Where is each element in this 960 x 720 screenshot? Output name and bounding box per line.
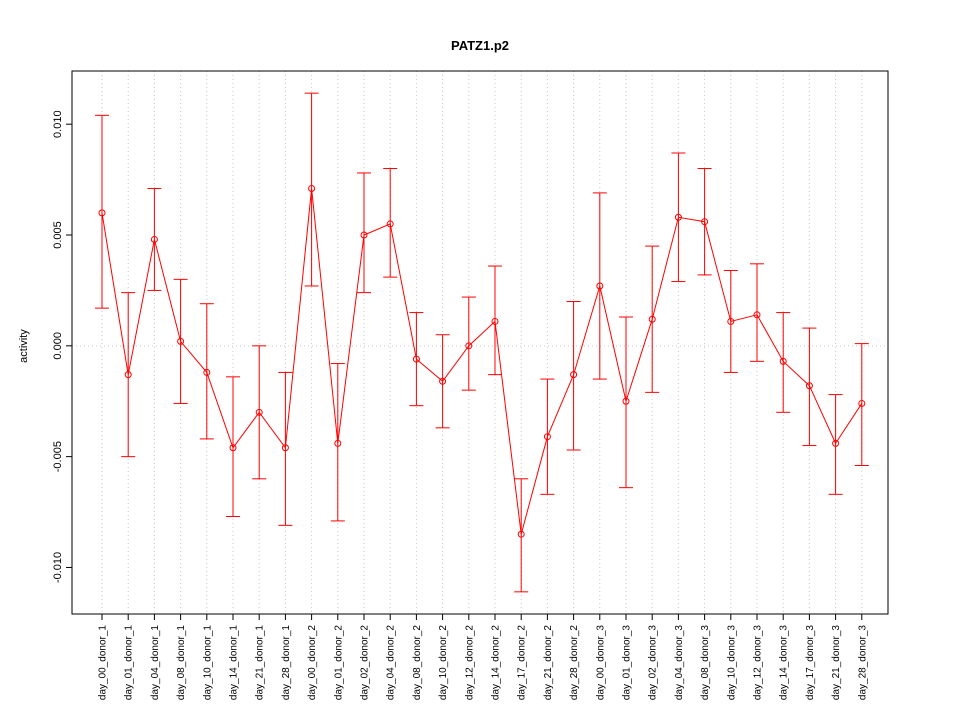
data-point [465,342,473,350]
x-tick-label: day_00_donor_2 [307,625,318,701]
data-point [570,371,578,379]
x-tick-label: day_28_donor_1 [281,625,292,701]
data-point [360,231,368,239]
x-tick-label: day_01_donor_1 [124,625,135,701]
x-tick-label: day_04_donor_2 [386,625,397,701]
data-point [753,311,761,319]
data-point [203,368,211,376]
grid-layer [72,71,888,614]
data-point [701,218,709,226]
y-axis: -0.010 -0.005 0.000 0.005 0.010 [52,110,72,583]
plot-frame [71,70,889,615]
y-tick-label: -0.005 [52,441,64,472]
x-tick-label: day_02_donor_2 [360,625,371,701]
x-tick-label: day_10_donor_3 [726,625,737,701]
data-point [674,213,682,221]
x-tick-label: day_12_donor_3 [753,625,764,701]
data-point [308,184,316,192]
data-point [255,408,263,416]
data-point [596,282,604,290]
data-point [412,355,420,363]
y-tick-label: 0.010 [52,110,64,138]
data-point [622,397,630,405]
x-tick-label: day_28_donor_3 [857,625,868,701]
data-point [648,315,656,323]
data-point [858,399,866,407]
data-point [177,337,185,345]
x-tick-label: day_12_donor_2 [464,625,475,701]
x-axis: day_00_donor_1 day_01_donor_1 day_04_donor… [98,613,868,701]
series-activity [95,92,869,593]
x-tick-label: day_21_donor_2 [543,625,554,701]
data-point [229,444,237,452]
data-point [805,382,813,390]
y-tick-label: 0.000 [52,332,64,360]
x-tick-label: day_21_donor_1 [255,625,266,701]
data-point [150,235,158,243]
x-tick-label: day_28_donor_2 [569,625,580,701]
x-tick-label: day_21_donor_3 [831,625,842,701]
data-point [727,317,735,325]
x-tick-label: day_10_donor_1 [202,625,213,701]
x-tick-label: day_01_donor_3 [622,625,633,701]
chart-title: PATZ1.p2 [451,38,509,53]
x-tick-label: day_00_donor_1 [98,625,109,701]
data-point [832,439,840,447]
x-tick-label: day_08_donor_1 [176,625,187,701]
y-axis-label: activity [18,329,30,363]
x-tick-label: day_04_donor_3 [674,625,685,701]
x-tick-label: day_08_donor_3 [700,625,711,701]
x-tick-label: day_00_donor_3 [595,625,606,701]
y-tick-label: 0.005 [52,221,64,249]
data-point [439,377,447,385]
x-tick-label: day_02_donor_3 [648,625,659,701]
data-point [491,317,499,325]
data-point [334,439,342,447]
data-point [124,371,132,379]
x-tick-label: day_17_donor_2 [517,625,528,701]
data-point [386,220,394,228]
y-tick-label: -0.010 [52,552,64,583]
x-tick-label: day_01_donor_2 [333,625,344,701]
x-tick-label: day_14_donor_2 [491,625,502,701]
series-line [101,188,863,535]
x-tick-label: day_17_donor_3 [805,625,816,701]
data-point [779,357,787,365]
x-tick-label: day_14_donor_1 [229,625,240,701]
data-point [98,209,106,217]
x-tick-label: day_10_donor_2 [438,625,449,701]
data-point [543,433,551,441]
x-tick-label: day_08_donor_2 [412,625,423,701]
x-tick-label: day_14_donor_3 [779,625,790,701]
data-point [281,444,289,452]
data-point [517,530,525,538]
x-tick-label: day_04_donor_1 [150,625,161,701]
